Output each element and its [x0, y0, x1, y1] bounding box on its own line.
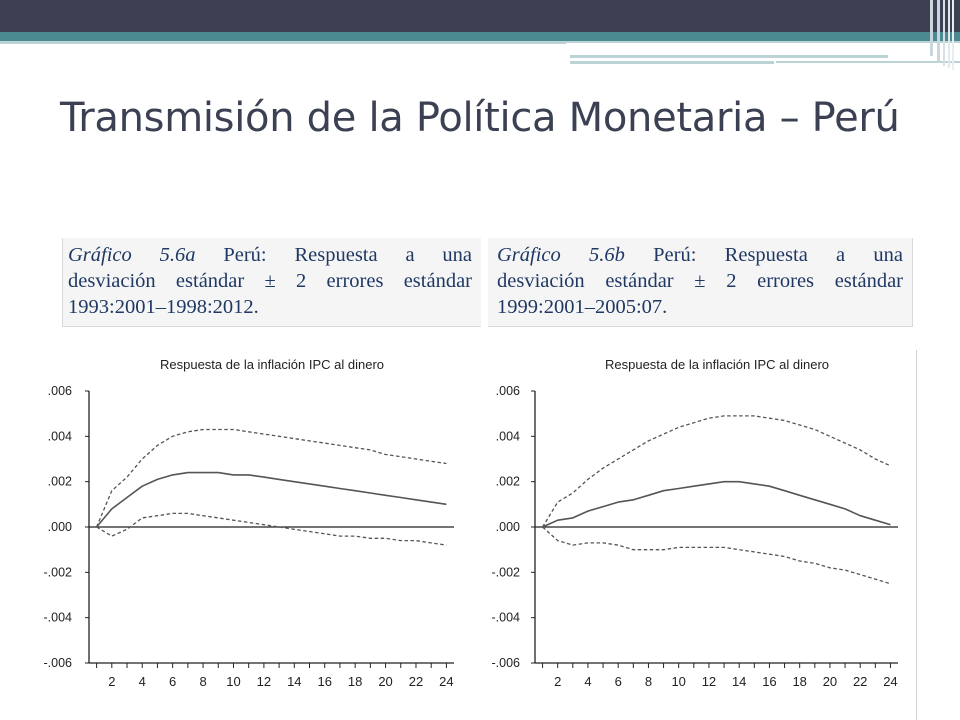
header-band-light-5 — [776, 61, 960, 63]
y-tick-label: .004 — [48, 429, 72, 443]
header-stripe — [952, 0, 954, 70]
charts-panel: Respuesta de la inflación IPC al dinero.… — [44, 357, 898, 689]
x-tick-label: 14 — [732, 674, 746, 689]
caption-box-a — [62, 238, 481, 327]
caption-b-label: Gráfico 5.6b — [497, 244, 625, 266]
y-tick-label: .004 — [496, 429, 520, 443]
y-tick-label: .006 — [496, 384, 520, 398]
x-tick-label: 18 — [348, 674, 362, 689]
caption-a-line-3: 1993:2001–1998:2012. — [68, 296, 259, 318]
x-tick-label: 4 — [584, 674, 591, 689]
y-tick-label: -.006 — [492, 656, 521, 670]
x-tick-label: 22 — [853, 674, 867, 689]
header-band-light-4 — [570, 61, 774, 64]
header-stripe — [948, 0, 950, 68]
x-tick-label: 24 — [439, 674, 453, 689]
y-tick-label: .002 — [48, 475, 72, 489]
response-line — [542, 480, 891, 528]
header-band — [0, 0, 960, 70]
y-tick-label: .002 — [496, 475, 520, 489]
y-tick-label: -.002 — [492, 565, 521, 579]
x-tick-label: 12 — [702, 674, 716, 689]
chart-b: Respuesta de la inflación IPC al dinero.… — [492, 357, 898, 689]
caption-box-b — [488, 238, 913, 327]
caption-b-line-1-text: Perú: Respuesta a una — [653, 244, 903, 266]
y-tick-label: -.004 — [492, 611, 521, 625]
x-tick-label: 16 — [317, 674, 331, 689]
chart-title: Respuesta de la inflación IPC al dinero — [605, 357, 829, 372]
x-tick-label: 10 — [226, 674, 240, 689]
response-line — [95, 471, 447, 528]
chart-title: Respuesta de la inflación IPC al dinero — [160, 357, 384, 372]
x-tick-label: 20 — [378, 674, 392, 689]
header-stripe — [943, 0, 945, 66]
caption-a-line-2: desviación estándar ± 2 errores estándar — [68, 270, 472, 292]
lower-band-line — [542, 526, 891, 585]
x-tick-label: 24 — [883, 674, 897, 689]
x-tick-label: 10 — [671, 674, 685, 689]
x-tick-label: 18 — [792, 674, 806, 689]
x-tick-label: 16 — [762, 674, 776, 689]
header-stripe — [937, 0, 940, 62]
x-tick-label: 6 — [169, 674, 176, 689]
caption-b-line-3: 1999:2001–2005:07. — [497, 296, 668, 318]
x-tick-label: 12 — [257, 674, 271, 689]
x-tick-label: 20 — [823, 674, 837, 689]
y-tick-label: -.002 — [44, 565, 73, 579]
chart-a: Respuesta de la inflación IPC al dinero.… — [44, 357, 454, 689]
y-tick-label: .006 — [48, 384, 72, 398]
y-tick-label: .000 — [496, 520, 520, 534]
caption-a-line-1: Gráfico 5.6a Perú: Respuesta a una — [68, 242, 472, 268]
y-tick-label: -.004 — [44, 611, 73, 625]
caption-b-line-2: desviación estándar ± 2 errores estándar — [497, 270, 903, 292]
lower-band-line — [96, 512, 447, 546]
x-tick-label: 2 — [554, 674, 561, 689]
slide-title: Transmisión de la Política Monetaria – P… — [60, 95, 900, 141]
header-stripe — [930, 0, 933, 56]
right-rule — [916, 350, 917, 720]
x-tick-label: 4 — [139, 674, 146, 689]
header-band-light-1 — [0, 41, 566, 44]
caption-b-line-1: Gráfico 5.6b Perú: Respuesta a una — [497, 242, 903, 268]
y-tick-label: -.006 — [44, 656, 73, 670]
x-tick-label: 22 — [409, 674, 423, 689]
upper-band-line — [542, 415, 891, 528]
y-tick-label: .000 — [48, 520, 72, 534]
x-tick-label: 6 — [615, 674, 622, 689]
caption-a-label: Gráfico 5.6a — [68, 244, 196, 266]
header-band-light-3 — [570, 55, 888, 58]
x-tick-label: 8 — [199, 674, 206, 689]
x-tick-label: 2 — [108, 674, 115, 689]
header-band-dark — [0, 0, 960, 32]
header-band-light-2 — [566, 41, 960, 43]
x-tick-label: 8 — [645, 674, 652, 689]
caption-a-line-1-text: Perú: Respuesta a una — [223, 244, 473, 266]
header-band-teal — [0, 32, 960, 41]
x-tick-label: 14 — [287, 674, 301, 689]
